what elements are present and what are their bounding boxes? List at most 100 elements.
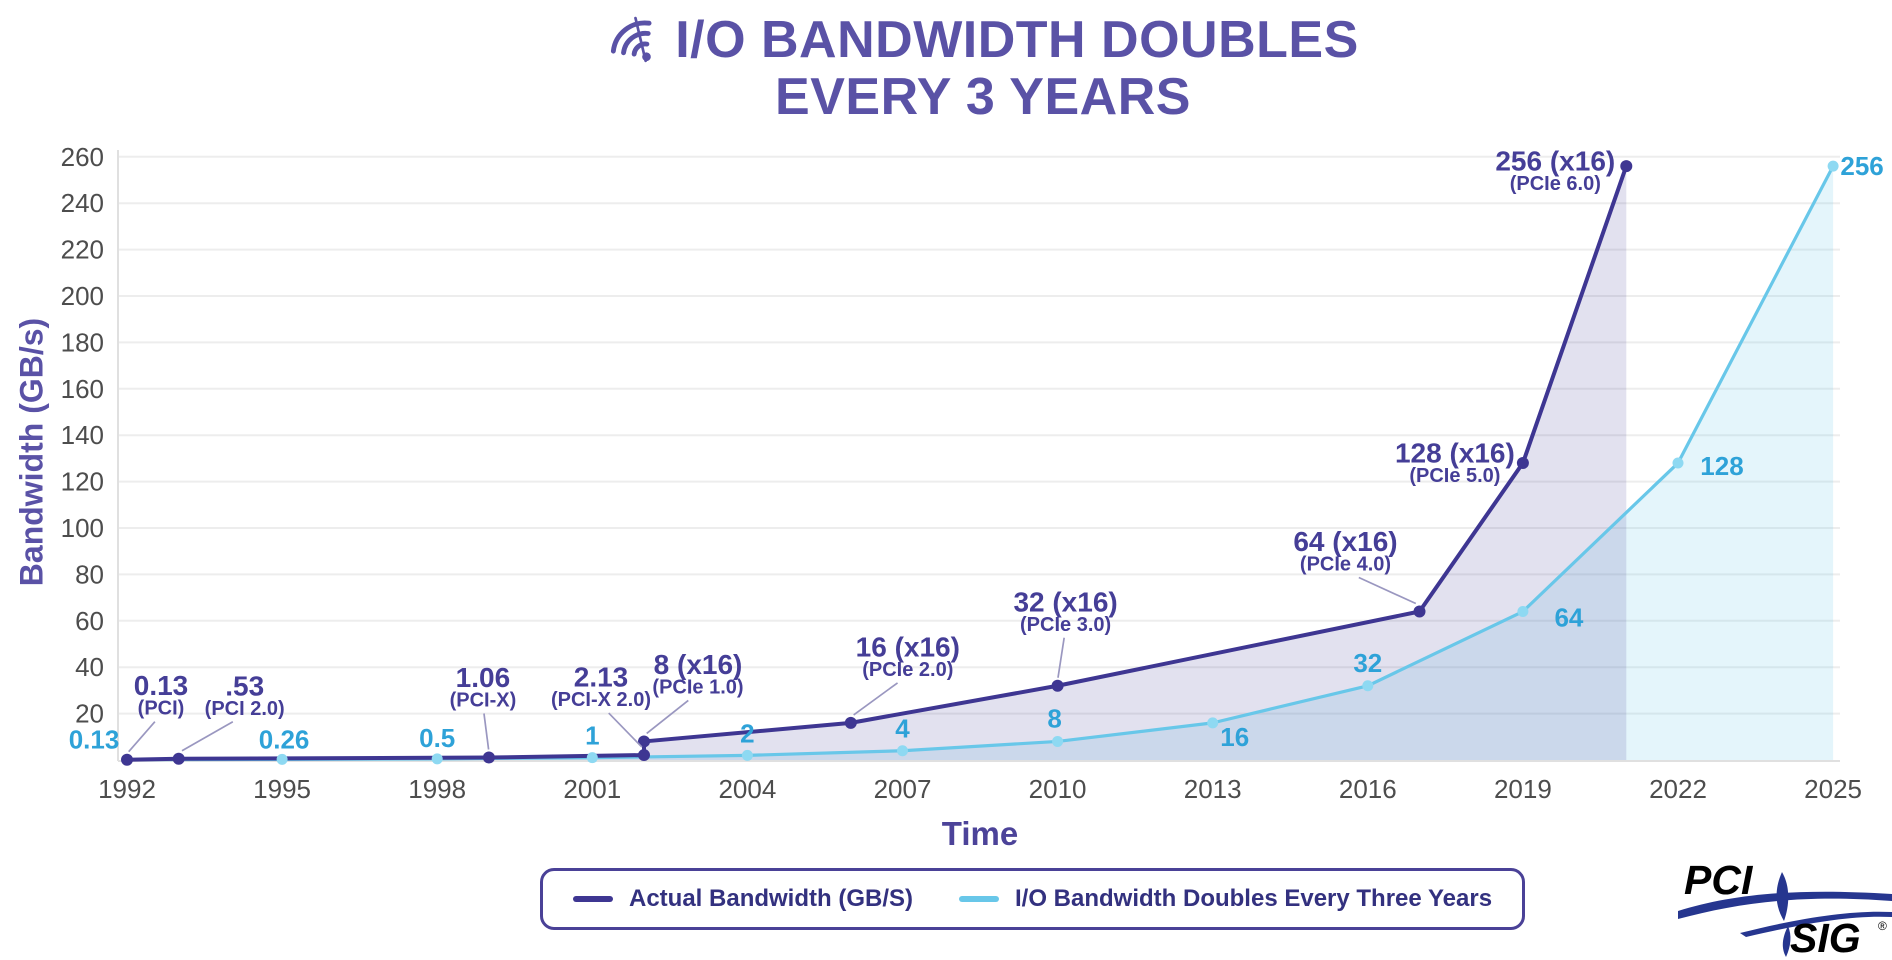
data-point-actual xyxy=(1413,605,1426,618)
area-fill-actual xyxy=(127,166,1627,760)
y-tick-label: 220 xyxy=(61,235,104,265)
annotation-sublabel: (PCIe 3.0) xyxy=(1020,614,1111,636)
y-tick-label: 40 xyxy=(75,652,104,682)
x-tick-label: 2025 xyxy=(1804,774,1862,804)
annotation-label: 128 (x16) xyxy=(1395,438,1515,469)
annotation-label: 1.06 xyxy=(456,662,511,693)
line-actual xyxy=(126,165,1629,762)
x-tick-label: 2022 xyxy=(1649,774,1707,804)
x-tick-label: 1995 xyxy=(253,774,311,804)
legend-label-actual: Actual Bandwidth (GB/S) xyxy=(629,885,913,912)
y-tick-label: 140 xyxy=(61,420,104,450)
annotation-label: 2.13 xyxy=(574,662,629,693)
data-point-actual xyxy=(1620,160,1633,173)
x-tick-label: 2001 xyxy=(563,774,621,804)
data-point-actual xyxy=(1051,679,1064,692)
annotation-label: 0.13 xyxy=(134,670,189,701)
annotation-sublabel: (PCIe 1.0) xyxy=(652,676,743,698)
y-tick-label: 200 xyxy=(61,281,104,311)
legend-item-projection: I/O Bandwidth Doubles Every Three Years xyxy=(959,885,1492,913)
legend-item-actual: Actual Bandwidth (GB/S) xyxy=(573,885,913,913)
point-value-label: 256 xyxy=(1840,151,1883,181)
data-point-actual xyxy=(121,753,133,766)
logo-text-pci: PCI xyxy=(1684,857,1754,903)
annotation-sublabel: (PCI-X) xyxy=(450,690,517,712)
chart-title: I/O BANDWIDTH DOUBLES EVERY 3 YEARS xyxy=(607,12,1359,126)
y-tick-label: 120 xyxy=(61,467,104,497)
point-value-label: 0.26 xyxy=(259,724,310,754)
wifi-signal-icon xyxy=(607,14,661,68)
annotation-leader-line xyxy=(128,721,156,753)
annotation-leader-line xyxy=(608,712,643,748)
legend-swatch-actual xyxy=(573,896,613,902)
point-value-label: 32 xyxy=(1353,648,1382,678)
annotation-sublabel: (PCI-X 2.0) xyxy=(551,689,651,711)
point-value-label: 4 xyxy=(895,714,910,744)
logo-registered-mark: ® xyxy=(1878,919,1887,933)
annotation-label: 16 (x16) xyxy=(856,631,960,662)
y-tick-label: 180 xyxy=(61,327,104,357)
data-point-projection xyxy=(586,752,598,764)
data-point-projection xyxy=(1207,717,1219,729)
data-point-projection xyxy=(1827,160,1839,172)
title-line-1: I/O BANDWIDTH DOUBLES xyxy=(675,11,1359,69)
x-tick-label: 2010 xyxy=(1029,774,1087,804)
point-value-label: 64 xyxy=(1554,603,1583,633)
annotation-leader-line xyxy=(1057,637,1066,678)
y-tick-label: 100 xyxy=(61,513,104,543)
annotation-label: 64 (x16) xyxy=(1293,526,1397,557)
legend: Actual Bandwidth (GB/S) I/O Bandwidth Do… xyxy=(540,868,1526,930)
y-tick-label: 240 xyxy=(61,188,104,218)
annotation-leader-line xyxy=(483,713,490,750)
y-tick-label: 60 xyxy=(75,606,104,636)
x-tick-label: 2013 xyxy=(1184,774,1242,804)
point-value-label: 1 xyxy=(585,721,599,751)
x-tick-label: 2007 xyxy=(874,774,932,804)
data-point-actual xyxy=(844,716,857,729)
y-tick-label: 80 xyxy=(75,559,104,589)
data-point-projection xyxy=(897,745,908,757)
data-point-actual xyxy=(638,735,650,748)
pci-sig-logo: PCI SIG ® xyxy=(1678,857,1892,960)
annotation-leader-line xyxy=(181,721,234,752)
data-point-projection xyxy=(1517,606,1529,618)
point-value-label: 8 xyxy=(1047,703,1061,733)
annotation-sublabel: (PCIe 5.0) xyxy=(1409,465,1500,487)
point-value-label: 16 xyxy=(1220,722,1249,752)
data-point-projection xyxy=(431,753,443,765)
legend-swatch-projection xyxy=(959,896,999,902)
annotation-sublabel: (PCI 2.0) xyxy=(205,698,285,720)
annotation-label: 32 (x16) xyxy=(1013,586,1117,617)
x-tick-label: 2004 xyxy=(718,774,776,804)
x-axis-title: Time xyxy=(941,815,1019,852)
data-point-actual xyxy=(1516,457,1529,470)
annotation-label: 8 (x16) xyxy=(654,649,743,680)
data-point-actual xyxy=(482,751,495,764)
annotation-sublabel: (PCI) xyxy=(138,698,185,720)
x-tick-label: 1992 xyxy=(98,774,156,804)
annotation-sublabel: (PCIe 4.0) xyxy=(1300,554,1391,576)
data-point-projection xyxy=(1362,680,1374,692)
annotation-sublabel: (PCIe 6.0) xyxy=(1510,173,1601,195)
y-axis-title: Bandwidth (GB/s) xyxy=(13,317,50,587)
point-value-label: 0.13 xyxy=(69,725,120,755)
data-point-actual xyxy=(638,749,650,762)
annotation-label: 256 (x16) xyxy=(1495,146,1615,177)
annotation-leader-line xyxy=(646,699,689,735)
data-point-projection xyxy=(741,749,753,761)
point-value-label: 0.5 xyxy=(419,723,455,753)
annotation-leader-line xyxy=(1358,576,1417,605)
y-tick-label: 160 xyxy=(61,374,104,404)
annotation-label: .53 xyxy=(225,670,264,701)
annotation-leader-line xyxy=(853,682,899,716)
x-tick-label: 1998 xyxy=(408,774,466,804)
y-tick-label: 260 xyxy=(61,142,104,172)
title-line-2: EVERY 3 YEARS xyxy=(775,68,1191,126)
point-value-label: 2 xyxy=(740,718,754,748)
legend-label-projection: I/O Bandwidth Doubles Every Three Years xyxy=(1015,885,1493,912)
data-point-projection xyxy=(1672,457,1684,469)
data-point-actual xyxy=(172,752,185,765)
annotation-sublabel: (PCIe 2.0) xyxy=(862,659,953,681)
